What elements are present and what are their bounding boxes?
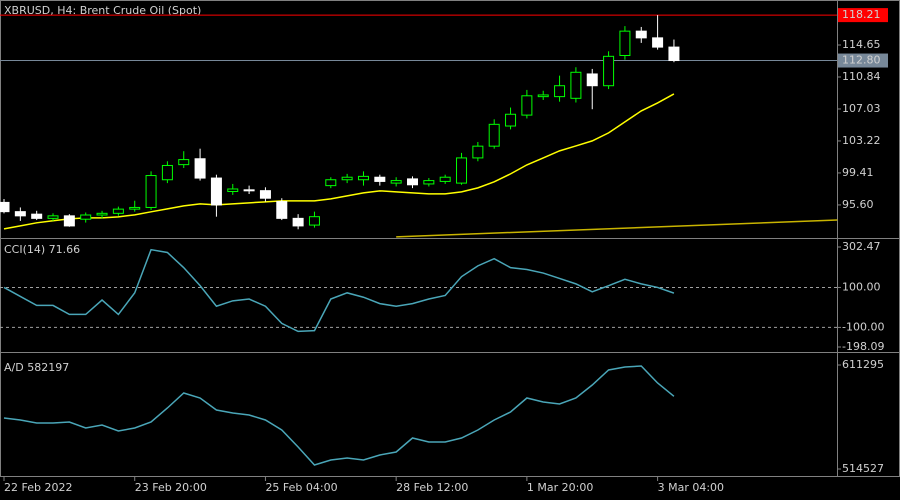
- candle-body: [14, 211, 26, 217]
- x-tick-label: 1 Mar 20:00: [527, 481, 593, 494]
- candle-body: [80, 214, 92, 220]
- y-tick-label: 514527: [842, 462, 884, 475]
- candle-body: [456, 157, 468, 184]
- price-label: 118.21: [842, 8, 881, 21]
- y-tick-label: 95.60: [842, 198, 874, 211]
- candle-body: [407, 178, 418, 186]
- y-tick-label: -100.00: [842, 320, 884, 333]
- series-line: [3, 93, 675, 230]
- y-tick-label: 103.22: [842, 134, 881, 147]
- candle-body: [357, 175, 369, 181]
- candle-body: [145, 175, 157, 208]
- candle-body: [668, 46, 680, 62]
- candle-body: [178, 159, 190, 166]
- y-tick-label: 302.47: [842, 240, 881, 253]
- candle-body: [292, 217, 304, 227]
- candle-body: [488, 123, 500, 147]
- candle-body: [635, 30, 647, 39]
- price-label: 112.80: [842, 54, 881, 67]
- candle-body: [0, 201, 10, 213]
- candle-body: [374, 176, 386, 182]
- candle-body: [96, 212, 108, 216]
- series-line: [3, 365, 675, 466]
- y-tick-label: 110.84: [842, 70, 881, 83]
- candle-body: [472, 145, 484, 159]
- candle-body: [325, 179, 337, 187]
- candle-body: [63, 215, 75, 227]
- candle-body: [243, 189, 255, 192]
- price-label-box: [838, 8, 888, 23]
- candle-body: [341, 176, 353, 181]
- candle-body: [31, 213, 43, 219]
- x-tick-label: 25 Feb 04:00: [265, 481, 337, 494]
- candle-body: [586, 73, 598, 87]
- candle-body: [227, 188, 239, 192]
- candle-body: [308, 216, 320, 226]
- y-tick-label: 107.03: [842, 102, 881, 115]
- candle-body: [161, 164, 173, 181]
- candle-body: [210, 177, 222, 206]
- candle-body: [276, 201, 288, 219]
- panel-title: XBRUSD, H4: Brent Crude Oil (Spot): [4, 4, 201, 17]
- candle-body: [537, 94, 549, 98]
- candle-body: [505, 113, 517, 127]
- y-tick-label: 611295: [842, 358, 884, 371]
- y-tick-label: 99.41: [842, 166, 874, 179]
- panel-title: CCI(14) 71.66: [4, 243, 80, 256]
- x-tick-label: 22 Feb 2022: [4, 481, 72, 494]
- series-line: [3, 248, 675, 333]
- candle-body: [259, 190, 271, 199]
- y-tick-label: -198.09: [842, 340, 884, 353]
- candle-body: [47, 215, 59, 219]
- x-tick-label: 23 Feb 20:00: [135, 481, 207, 494]
- candle-body: [390, 180, 402, 184]
- candle-body: [439, 176, 451, 182]
- candle-body: [129, 206, 141, 210]
- y-tick-label: 100.00: [842, 280, 881, 293]
- candle-body: [112, 208, 124, 214]
- candle-body: [619, 30, 631, 56]
- candle-body: [521, 95, 533, 116]
- candle-body: [652, 37, 664, 48]
- candle-body: [194, 158, 206, 179]
- candle-body: [570, 71, 582, 99]
- series-line: [396, 219, 838, 238]
- panel-title: A/D 582197: [4, 361, 69, 374]
- x-tick-label: 3 Mar 04:00: [658, 481, 724, 494]
- candle-body: [603, 55, 615, 87]
- x-tick-label: 28 Feb 12:00: [396, 481, 468, 494]
- price-label-box: [838, 53, 888, 68]
- y-tick-label: 114.65: [842, 38, 881, 51]
- candle-body: [554, 85, 566, 98]
- candle-body: [423, 180, 435, 185]
